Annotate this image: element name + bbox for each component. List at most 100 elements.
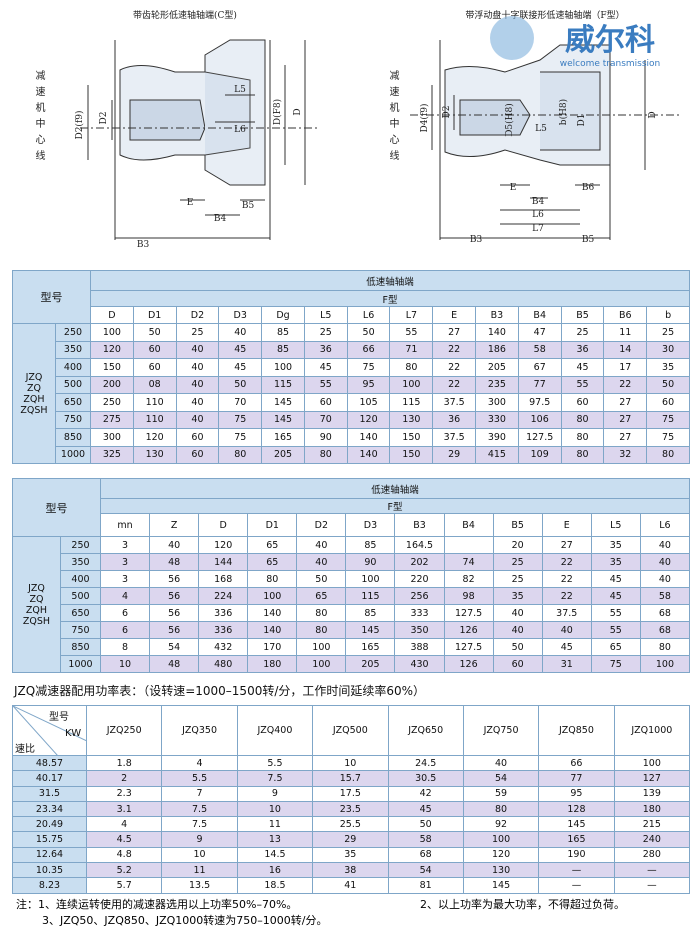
data-row: 12.64 4.8 10 14.5 35 68 120 190 280 [12,846,691,864]
table-cell: 40 [296,536,347,554]
table-cell: 3.1 [85,800,163,818]
side-label: 减速机中心线 [387,70,398,166]
dimension-label: D [293,108,303,115]
table-cell: 20 [492,536,543,554]
table-cell: 35 [646,358,690,377]
table-cell: 77 [538,770,615,787]
table-cell: 11 [603,323,648,342]
column-header: D [198,513,249,537]
table-cell: 38 [312,862,389,879]
table-cell: 58 [639,587,691,605]
table-cell: 30.5 [387,770,464,787]
table-cell: 5.5 [161,770,238,787]
table-cell: 120 [132,428,177,447]
table-cell: 432 [198,638,249,656]
table-cell: 13 [236,831,314,848]
table-cell: 280 [613,846,691,864]
table-cell: — [613,877,691,894]
table-cell: 80 [296,604,347,622]
table-cell: 90 [303,428,348,447]
data-row: 8.23 5.7 13.5 18.5 41 81 145— — [12,877,691,894]
table-cell: 54 [149,638,200,656]
table-cell: 37.5 [432,428,477,447]
table-cell: 58 [387,831,464,848]
table-cell: 10 [161,846,238,864]
dimension-label: D4(f9) [419,103,430,132]
table-cell: 29 [312,831,389,848]
table-cell: 3 [99,536,151,554]
dimension-label: D(F8) [272,99,283,125]
table-cell: 140 [247,621,298,639]
column-header: JZQ650 [387,705,464,756]
table-cell: 120 [90,340,134,359]
table-cell: 35 [312,846,389,864]
table-cell: 41 [312,877,389,894]
table-cell: 40 [639,536,691,554]
table-cell: 11 [236,816,314,833]
size-cell: 650 [55,393,91,412]
table-cell: 165 [538,831,615,848]
dimension-label: B5 [242,201,255,211]
table-cell: 140 [247,604,298,622]
table-cell: 120 [198,536,249,554]
table-cell: 2.3 [85,785,163,802]
table-cell: 139 [613,785,691,802]
series-label: ZQSH [20,404,48,416]
table-cell: 40 [296,553,347,571]
table-cell: 388 [394,638,445,656]
table-cell: 59 [462,785,540,802]
header-row: 型号 低速轴轴端 [12,270,690,324]
dimension-label: D2 [99,112,109,125]
table-cell: 75 [218,428,263,447]
table-cell: 36 [303,340,348,359]
table-cell: 100 [247,587,298,605]
table-cell: — [538,877,615,894]
table-cell: 74 [443,553,494,571]
table-cell: 35 [590,536,641,554]
series-cell: JZQ ZQ ZQH ZQSH [12,536,61,673]
table-cell: 17.5 [312,785,389,802]
header-row: F型 [13,290,690,307]
table-cell: 40 [218,323,263,342]
table-cell: 40 [639,553,691,571]
table-cell: 45 [303,358,348,377]
table-cell: 165 [261,428,305,447]
table-cell: 168 [198,570,249,588]
data-row: 650 250 110 40 70 145 60 105 115 37.5 300 97.5 60 27 6… [13,393,690,412]
table-cell: 40 [175,393,220,412]
table-cell: 80 [462,800,540,818]
table-cell: 80 [296,621,347,639]
table-cell: 45 [590,570,641,588]
table-cell: 180 [613,800,691,818]
table-cell: 22 [603,375,648,394]
table-cell: 126 [443,621,494,639]
table-cell: 170 [247,638,298,656]
table-cell: 145 [538,816,615,833]
table-cell: 60 [175,428,220,447]
table-cell: 40 [175,375,220,394]
table-cell: 68 [639,604,691,622]
table-cell: 77 [517,375,562,394]
table-cell: 65 [247,553,298,571]
table-cell: 128 [538,800,615,818]
table-cell: 27 [603,428,648,447]
data-row: 20.49 4 7.5 11 25.5 50 92 145 215 [12,816,691,833]
table-cell: 100 [296,638,347,656]
table-cell: 3 [99,570,151,588]
column-header: D1 [247,513,298,537]
table-cell: 35 [492,587,543,605]
table-cell: 25 [492,553,543,571]
table-cell: 50 [646,375,690,394]
table-cell: 80 [560,445,605,464]
size-cell: 650 [60,604,101,622]
data-row: JZQ ZQ ZQH ZQSH 250 3 40 120 65 40 85 164.5 20 27 35 40 [12,536,691,673]
table-cell: 45 [560,358,605,377]
table-cell: 140 [346,428,391,447]
ratio-cell: 12.64 [12,846,87,864]
table-cell: 56 [149,621,200,639]
table-cell: 65 [590,638,641,656]
table-cell: 256 [394,587,445,605]
data-row: 750 6 56 336 140 80 145 350 126 40 40 55 68 [13,621,691,639]
table-cell: 29 [432,445,477,464]
size-cell: 500 [55,375,91,394]
